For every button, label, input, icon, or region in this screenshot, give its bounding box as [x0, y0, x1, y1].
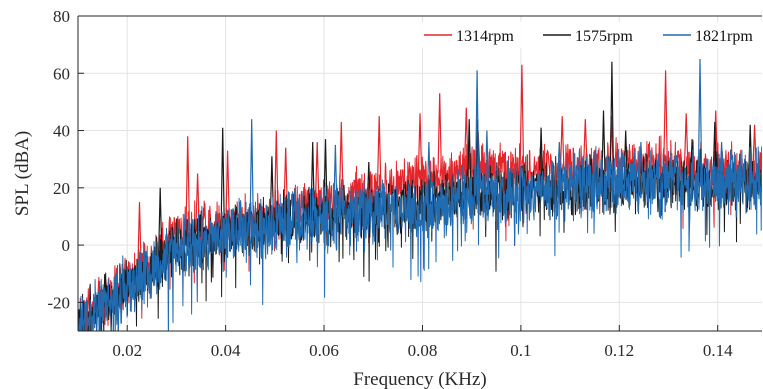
tick-labels: 0.02 0.04 0.06 0.08 0.1 0.12 0.14 -20 0 20 40 60 80: [47, 7, 733, 360]
y-axis-label: SPL (dBA): [12, 131, 33, 216]
peak-1314rpm: [437, 93, 442, 174]
peak-1575rpm: [310, 141, 315, 218]
x-tick-label: 0.04: [211, 341, 241, 360]
peak-1821rpm: [556, 141, 562, 187]
tick-marks: [78, 15, 719, 331]
y-tick-label: 0: [62, 236, 71, 255]
peak-1314rpm: [314, 141, 320, 204]
peak-1821rpm: [719, 141, 724, 182]
legend-label: 1314rpm: [456, 28, 514, 45]
x-tick-label: 0.02: [112, 341, 142, 360]
legend: 1314rpm 1575rpm 1821rpm: [418, 22, 760, 48]
plot-area: [78, 58, 762, 331]
legend-background: [418, 22, 760, 48]
x-tick-label: 0.08: [408, 341, 438, 360]
x-tick-label: 0.1: [510, 341, 531, 360]
peak-1821rpm: [426, 141, 432, 204]
peak-1314rpm: [519, 64, 525, 171]
peak-1821rpm: [484, 130, 490, 195]
peak-1575rpm: [157, 187, 163, 262]
axes: [77, 15, 762, 332]
peak-1575rpm: [220, 127, 225, 235]
peak-1314rpm: [137, 202, 142, 271]
x-axis-label: Frequency (KHz): [353, 369, 486, 389]
peak-1314rpm: [417, 113, 423, 178]
x-tick-label: 0.06: [309, 341, 339, 360]
peak-1575rpm: [466, 119, 472, 195]
peak-1314rpm: [583, 119, 588, 167]
peak-1314rpm: [338, 121, 344, 199]
y-tick-label: 40: [53, 122, 70, 141]
peak-1314rpm: [185, 136, 191, 232]
peak-1821rpm: [474, 70, 480, 196]
peak-1314rpm: [683, 113, 689, 166]
legend-label: 1575rpm: [575, 28, 633, 45]
peak-1314rpm: [283, 147, 288, 212]
peak-1314rpm: [463, 107, 469, 169]
peak-1575rpm: [538, 127, 544, 188]
legend-label: 1821rpm: [695, 28, 753, 45]
y-tick-label: 80: [53, 7, 70, 26]
y-tick-label: 20: [53, 179, 70, 198]
peak-1314rpm: [195, 173, 200, 229]
x-tick-label: 0.14: [703, 341, 733, 360]
peak-1314rpm: [274, 130, 279, 214]
series-layer: [78, 58, 762, 331]
peak-1821rpm: [697, 58, 703, 183]
peak-1821rpm: [638, 141, 644, 183]
peak-1314rpm: [559, 116, 565, 169]
peak-1314rpm: [376, 116, 382, 190]
peak-1575rpm: [609, 61, 615, 186]
peak-1821rpm: [333, 144, 338, 218]
series-line-1821rpm: [78, 146, 762, 331]
peak-1314rpm: [663, 70, 668, 165]
peak-1314rpm: [225, 150, 230, 222]
peak-1821rpm: [249, 119, 254, 231]
x-tick-label: 0.12: [604, 341, 634, 360]
y-tick-label: -20: [47, 293, 70, 312]
y-tick-label: 60: [53, 64, 70, 83]
